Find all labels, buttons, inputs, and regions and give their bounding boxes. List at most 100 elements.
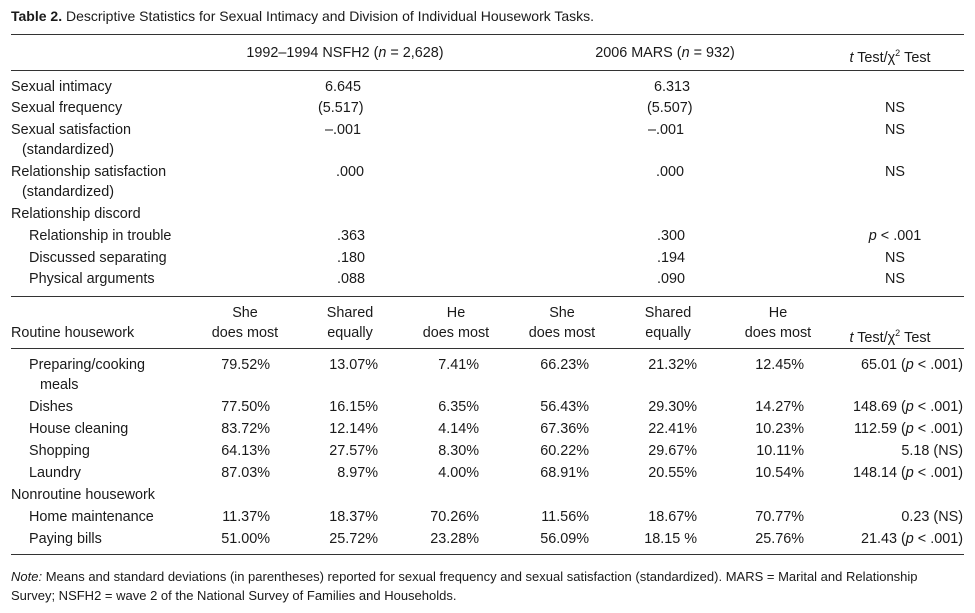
cell-value: 51.00% [221, 531, 270, 547]
cell-value: 23.28% [430, 531, 479, 547]
test-value: 148.69 ( [852, 399, 906, 415]
cell-value: 56.43% [540, 399, 589, 415]
row-label-cont: (standardized) [22, 142, 114, 158]
column-header-line2: equally [645, 325, 691, 341]
cell-nsfh: 6.645 [325, 79, 362, 95]
rule-housework-header [11, 348, 964, 349]
cell-nsfh: .363 [337, 228, 366, 244]
test-value: 21.43 ( [860, 531, 906, 547]
cell-test: NS [885, 122, 905, 138]
cell-value: 7.41% [438, 357, 479, 373]
cell-value: 66.23% [540, 357, 589, 373]
cell-test: 21.43 (p < .001) [820, 529, 963, 549]
cell-value: 21.32% [648, 357, 697, 373]
cell-value: 68.91% [540, 465, 589, 481]
header-nsfh: 1992–1994 NSFH2 (n = 2,628) [246, 45, 444, 61]
cell-value: 4.00% [438, 465, 479, 481]
cell-mars: 6.313 [654, 79, 691, 95]
cell-value: 29.30% [648, 399, 697, 415]
test-p: p [905, 531, 914, 547]
row-label: Preparing/cooking [29, 357, 145, 373]
cell-value: 20.55% [648, 465, 697, 481]
cell-value: 56.09% [540, 531, 589, 547]
cell-value: 16.15% [329, 399, 378, 415]
cell-nsfh: .180 [337, 250, 366, 266]
cell-value: 12.45% [755, 357, 804, 373]
cell-nsfh: –.001 [325, 122, 362, 138]
cell-value: 79.52% [221, 357, 270, 373]
cell-value: 11.37% [222, 509, 270, 525]
cell-value: 87.03% [221, 465, 270, 481]
test-value: 148.14 ( [852, 465, 906, 481]
column-header-line2: does most [422, 325, 490, 341]
test-rest: < .001) [913, 357, 963, 373]
row-label-cont: (standardized) [22, 184, 114, 200]
row-label: Shopping [29, 443, 90, 459]
caption-text: Descriptive Statistics for Sexual Intima… [65, 8, 595, 24]
cell-mars: .000 [656, 164, 685, 180]
cell-value: 13.07% [329, 357, 378, 373]
cell-test: 0.23 (NS) [820, 507, 963, 527]
cell-nsfh: (5.517) [318, 100, 364, 116]
column-header-line1: Shared [644, 305, 692, 321]
cell-value: 10.11% [756, 443, 804, 459]
cell-nsfh: .088 [337, 271, 366, 287]
row-label: Relationship discord [11, 206, 141, 222]
cell-value: 27.57% [329, 443, 378, 459]
column-header-line1: He [768, 305, 788, 321]
cell-nsfh: .000 [336, 164, 365, 180]
cell-mars: .090 [657, 271, 686, 287]
cell-test: 65.01 (p < .001) [820, 355, 963, 375]
cell-mars: (5.507) [647, 100, 693, 116]
test-rest: < .001) [913, 531, 963, 547]
note-text: Means and standard deviations (in parent… [11, 569, 918, 603]
cell-mars: .300 [657, 228, 686, 244]
cell-test: p < .001 [868, 228, 922, 244]
test-p: p [905, 465, 914, 481]
row-label: Sexual satisfaction [11, 122, 131, 138]
cell-value: 67.36% [540, 421, 589, 437]
cell-value: 6.35% [438, 399, 479, 415]
cell-value: 8.97% [337, 465, 378, 481]
cell-test: 112.59 (p < .001) [820, 419, 963, 439]
cell-value: 25.76% [755, 531, 804, 547]
cell-test: NS [885, 271, 905, 287]
column-header-line2: does most [211, 325, 279, 341]
test-p: p [905, 399, 914, 415]
cell-mars: –.001 [648, 122, 685, 138]
test-value: 5.18 (NS) [901, 443, 963, 459]
test-rest: < .001) [913, 465, 963, 481]
rule-mid [11, 296, 964, 297]
cell-value: 83.72% [221, 421, 270, 437]
row-label: Home maintenance [29, 509, 154, 525]
section-label: Nonroutine housework [11, 487, 155, 503]
cell-value: 18.37% [329, 509, 378, 525]
cell-value: 11.56% [541, 509, 589, 525]
rule-top [11, 34, 964, 35]
test-value: 0.23 (NS) [901, 509, 963, 525]
cell-value: 25.72% [329, 531, 378, 547]
row-label: Paying bills [29, 531, 102, 547]
cell-test: 5.18 (NS) [820, 441, 963, 461]
cell-value: 14.27% [755, 399, 804, 415]
column-header-line1: Shared [326, 305, 374, 321]
cell-test: NS [885, 164, 905, 180]
cell-value: 10.54% [755, 465, 804, 481]
test-rest: < .001) [913, 399, 963, 415]
row-label: Sexual intimacy [11, 79, 112, 95]
column-header-line2: does most [528, 325, 596, 341]
cell-value: 10.23% [755, 421, 804, 437]
column-header-line1: She [232, 305, 258, 321]
row-label: Relationship satisfaction [11, 164, 167, 180]
caption-label: Table 2. [11, 8, 63, 24]
row-label: Sexual frequency [11, 100, 123, 116]
cell-value: 70.77% [755, 509, 804, 525]
test-p: p [905, 357, 914, 373]
column-header-line2: does most [744, 325, 812, 341]
cell-test: 148.14 (p < .001) [820, 463, 963, 483]
column-header-line2: equally [327, 325, 373, 341]
cell-test: 148.69 (p < .001) [820, 397, 963, 417]
column-header-line1: He [446, 305, 466, 321]
cell-value: 64.13% [221, 443, 270, 459]
housework-row-header: Routine housework [11, 325, 135, 341]
